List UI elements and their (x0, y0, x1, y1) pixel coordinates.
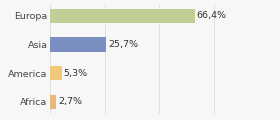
Bar (50, 66, 62, 80)
Bar (50, 37, 106, 52)
Bar (50, 9, 195, 23)
Text: 66,4%: 66,4% (197, 11, 227, 20)
Text: 5,3%: 5,3% (64, 69, 88, 78)
Text: 2,7%: 2,7% (58, 97, 82, 106)
Text: 25,7%: 25,7% (108, 40, 138, 49)
Bar (50, 95, 56, 109)
